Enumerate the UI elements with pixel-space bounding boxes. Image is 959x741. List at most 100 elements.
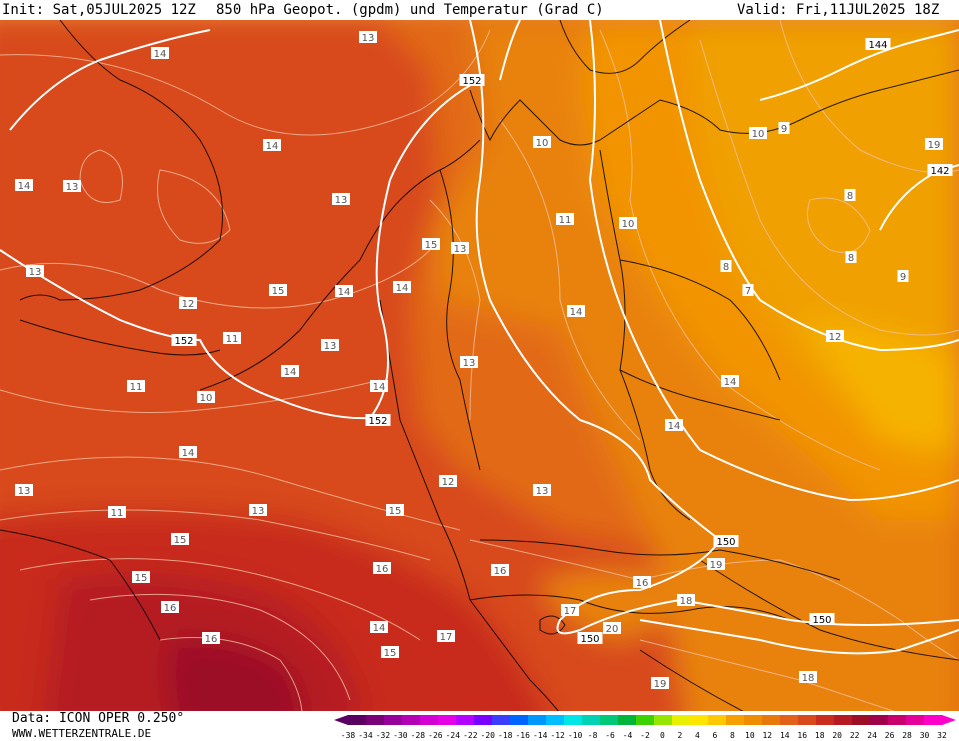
svg-text:13: 13 xyxy=(362,33,375,44)
legend-tick-label: 28 xyxy=(902,731,912,740)
geopotential-label: 150 xyxy=(577,632,603,645)
legend-color-swatch xyxy=(636,715,655,725)
temperature-label: 17 xyxy=(437,630,455,643)
legend-color-swatch xyxy=(708,715,727,725)
legend-color-swatch xyxy=(402,715,421,725)
border-italy xyxy=(469,599,559,711)
svg-text:14: 14 xyxy=(724,377,737,388)
svg-text:12: 12 xyxy=(442,477,455,488)
coastline-adriatic xyxy=(639,649,744,711)
legend-tick-label: 22 xyxy=(850,731,860,740)
temperature-label: 18 xyxy=(677,594,695,607)
svg-text:15: 15 xyxy=(135,573,148,584)
legend-color-swatch xyxy=(564,715,583,725)
temperature-label: 14 xyxy=(370,621,388,634)
temperature-label: 13 xyxy=(26,265,44,278)
svg-text:11: 11 xyxy=(130,382,143,393)
legend-tick-label: -20 xyxy=(481,731,496,740)
legend-color-swatch xyxy=(924,715,943,725)
svg-text:152: 152 xyxy=(368,416,387,427)
legend-color-swatch xyxy=(654,715,673,725)
legend-tick-label: 24 xyxy=(867,731,877,740)
geopotential-line-148 xyxy=(588,20,959,502)
svg-text:20: 20 xyxy=(606,624,619,635)
border-balkans xyxy=(699,559,959,661)
coastline-uk xyxy=(19,20,223,301)
temperature-label: 16 xyxy=(161,601,179,614)
svg-text:16: 16 xyxy=(164,603,177,614)
temperature-label: 14 xyxy=(15,179,33,192)
init-time: Init: Sat,05JUL2025 12Z xyxy=(2,2,196,18)
svg-text:9: 9 xyxy=(781,124,787,135)
svg-text:150: 150 xyxy=(812,615,831,626)
svg-text:13: 13 xyxy=(29,267,42,278)
legend-color-swatch xyxy=(726,715,745,725)
legend-color-swatch xyxy=(906,715,925,725)
temperature-label: 11 xyxy=(556,213,574,226)
temperature-label: 13 xyxy=(460,356,478,369)
border-poland xyxy=(619,259,781,381)
legend-color-swatch xyxy=(672,715,691,725)
legend-tick-label: 10 xyxy=(745,731,755,740)
coastline-baltic xyxy=(599,69,959,141)
temperature-legend: -38 -34 -32 -30 -28 -26 -24 -22 -20 -18 -16 -14 -12-… xyxy=(334,715,956,740)
svg-text:9: 9 xyxy=(900,272,906,283)
temperature-label: 13 xyxy=(249,504,267,517)
svg-text:13: 13 xyxy=(335,195,348,206)
svg-text:13: 13 xyxy=(536,486,549,497)
legend-color-swatch xyxy=(600,715,619,725)
legend-color-swatch xyxy=(618,715,637,725)
temperature-label: 13 xyxy=(332,193,350,206)
temperature-label: 12 xyxy=(826,330,844,343)
field-south-21 xyxy=(166,638,303,711)
legend-tick-label: -34 xyxy=(358,731,373,740)
legend-color-swatch xyxy=(582,715,601,725)
geopotential-label: 152 xyxy=(365,414,391,427)
isotherm xyxy=(807,197,871,253)
svg-text:18: 18 xyxy=(680,596,693,607)
isotherm xyxy=(19,558,421,641)
temperature-label: 11 xyxy=(108,506,126,519)
svg-text:11: 11 xyxy=(226,334,239,345)
isotherm xyxy=(159,637,303,711)
svg-text:150: 150 xyxy=(580,634,599,645)
temperature-label: 10 xyxy=(533,136,551,149)
legend-color-swatch xyxy=(744,715,763,725)
svg-text:14: 14 xyxy=(266,141,279,152)
temperature-label: 20 xyxy=(603,622,621,635)
svg-text:14: 14 xyxy=(668,421,681,432)
temperature-label: 7 xyxy=(742,284,754,297)
geopotential-lines xyxy=(0,20,959,655)
legend-tick-label: 26 xyxy=(885,731,895,740)
field-east-7 xyxy=(800,320,959,450)
svg-text:13: 13 xyxy=(454,244,467,255)
temperature-field xyxy=(0,20,959,711)
svg-text:14: 14 xyxy=(284,367,297,378)
temperature-label: 14 xyxy=(281,365,299,378)
svg-text:14: 14 xyxy=(154,49,167,60)
geopotential-label: 152 xyxy=(459,74,485,87)
legend-tick-label: 4 xyxy=(695,731,700,740)
legend-tick-label: 14 xyxy=(780,731,790,740)
temperature-label: 15 xyxy=(422,238,440,251)
svg-text:13: 13 xyxy=(463,358,476,369)
isotherm xyxy=(157,169,231,244)
temperature-label: 10 xyxy=(619,217,637,230)
svg-text:7: 7 xyxy=(745,286,751,297)
geopotential-line-152 xyxy=(0,79,481,420)
legend-tick-label: -8 xyxy=(588,731,598,740)
legend-tick-label: 20 xyxy=(832,731,842,740)
temperature-label: 19 xyxy=(651,677,669,690)
svg-text:13: 13 xyxy=(252,506,265,517)
isotherms xyxy=(0,20,959,711)
temperature-label: 13 xyxy=(533,484,551,497)
temperature-label: 11 xyxy=(223,332,241,345)
coastline-spain xyxy=(0,529,161,641)
temperature-label: 10 xyxy=(749,127,767,140)
svg-text:17: 17 xyxy=(564,606,577,617)
svg-text:11: 11 xyxy=(559,215,572,226)
legend-tick-label: -18 xyxy=(498,731,513,740)
temperature-label: 9 xyxy=(778,122,790,135)
svg-text:18: 18 xyxy=(802,673,815,684)
temperature-label: 13 xyxy=(359,31,377,44)
